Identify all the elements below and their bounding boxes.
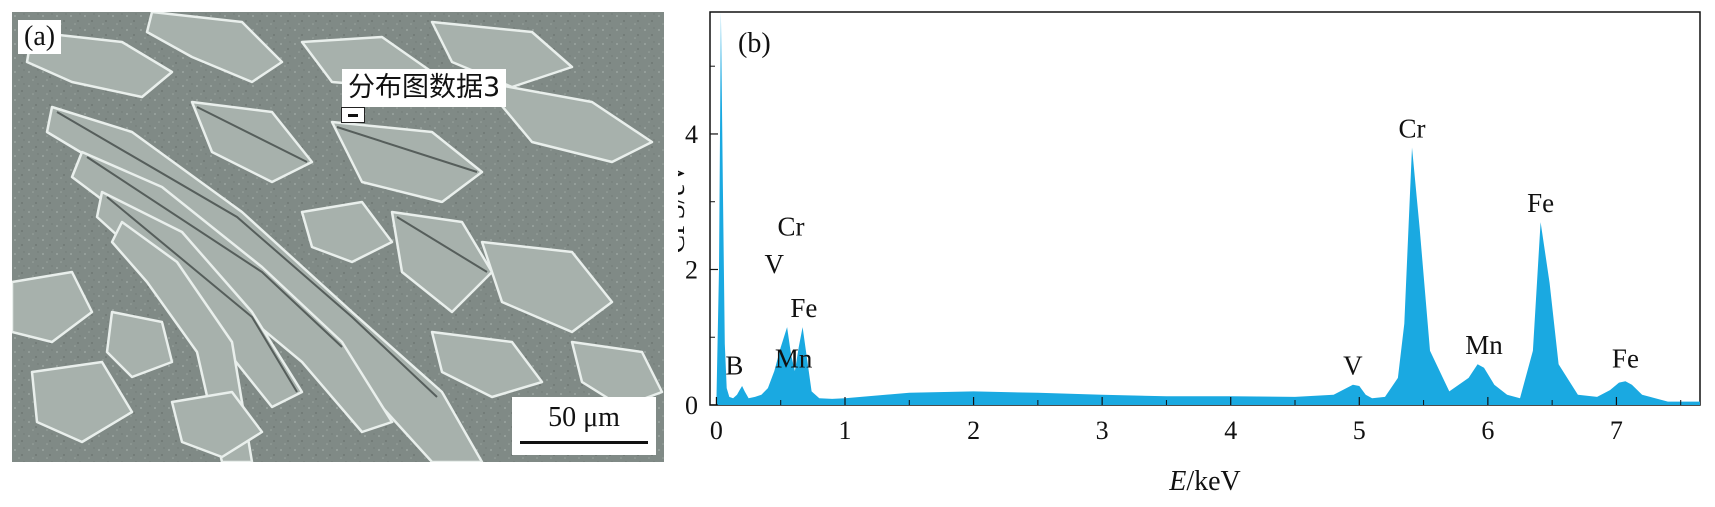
spot-marker xyxy=(341,107,365,123)
y-axis-title: CPS/eV xyxy=(678,163,691,253)
x-tick-label: 5 xyxy=(1353,416,1366,445)
y-tick-label: 0 xyxy=(685,391,698,420)
peak-label: V xyxy=(1343,351,1363,381)
peak-label: Mn xyxy=(775,344,813,374)
x-tick-label: 0 xyxy=(710,416,723,445)
peak-label: V xyxy=(765,249,785,279)
scale-bar-line xyxy=(520,441,648,444)
scale-bar: 50 μm xyxy=(512,397,656,455)
y-tick-label: 4 xyxy=(685,120,698,149)
micrograph-panel: (a) 分布图数据3 50 μm xyxy=(12,12,664,462)
scale-bar-label: 50 μm xyxy=(548,402,620,433)
x-tick-label: 1 xyxy=(839,416,852,445)
peak-labels: B V Cr Fe Mn V Cr Mn Fe Fe xyxy=(725,113,1639,380)
peak-label: Fe xyxy=(1612,344,1639,374)
x-tick-label: 3 xyxy=(1096,416,1109,445)
peak-label: Fe xyxy=(1527,188,1554,218)
x-axis-title: E/keV xyxy=(1168,466,1241,497)
eds-chart: 0 1 2 3 4 5 6 7 0 2 4 B V Cr Fe Mn V Cr Mn Fe Fe (b) E/keV… xyxy=(678,11,1701,497)
peak-label: Cr xyxy=(778,212,805,242)
panel-a-label: (a) xyxy=(18,20,62,54)
x-tick-label: 2 xyxy=(967,416,980,445)
peak-label: Fe xyxy=(790,293,817,323)
panel-b-label: (b) xyxy=(738,28,771,59)
x-axis: 0 1 2 3 4 5 6 7 xyxy=(710,397,1682,445)
x-tick-label: 7 xyxy=(1610,416,1623,445)
spot-label: 分布图数据3 xyxy=(342,69,507,107)
x-tick-label: 6 xyxy=(1481,416,1494,445)
y-axis: 0 2 4 xyxy=(685,65,718,420)
peak-label: Mn xyxy=(1465,330,1503,360)
x-axis-title-unit: /keV xyxy=(1186,466,1240,497)
micrograph-image xyxy=(12,12,664,462)
peak-label: B xyxy=(725,351,743,381)
eds-spectrum-panel: 0 1 2 3 4 5 6 7 0 2 4 B V Cr Fe Mn V Cr Mn Fe Fe (b) E/keV… xyxy=(678,0,1715,507)
peak-label: Cr xyxy=(1399,113,1426,143)
x-tick-label: 4 xyxy=(1224,416,1237,445)
x-axis-title-italic: E xyxy=(1168,466,1186,497)
y-tick-label: 2 xyxy=(685,255,698,284)
